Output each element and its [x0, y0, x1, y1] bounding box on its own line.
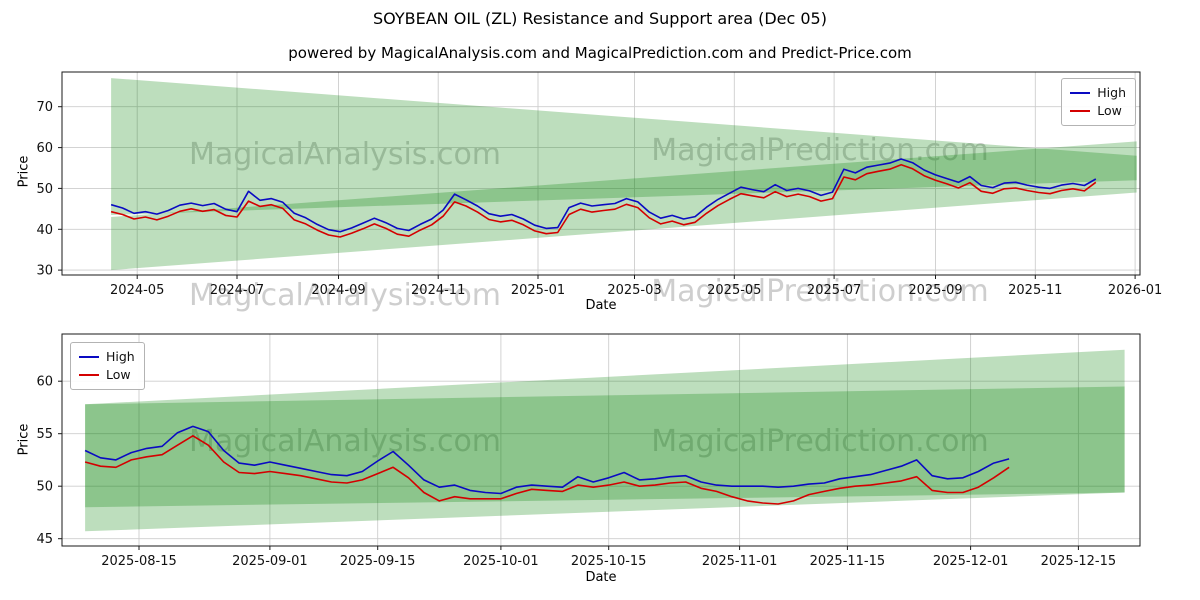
x-axis-label-main: Date	[585, 298, 617, 313]
watermark-prediction: MagicalPrediction.com	[651, 274, 989, 309]
chart-subtitle: powered by MagicalAnalysis.com and Magic…	[288, 44, 912, 62]
y-tick-label: 40	[36, 223, 53, 238]
y-tick-label: 70	[36, 100, 53, 115]
plot-border	[61, 71, 1141, 276]
x-tick-label: 2025-09	[908, 283, 962, 298]
x-tick-label: 2024-07	[210, 283, 264, 298]
band-resistance	[111, 78, 1137, 215]
series-high-line	[84, 425, 1010, 495]
low-line-swatch	[79, 374, 99, 376]
x-tick-label: 2024-05	[110, 283, 164, 298]
legend-main: High Low	[1061, 78, 1136, 126]
legend-item-high: High	[1070, 84, 1126, 102]
x-tick-label: 2025-10-15	[571, 554, 647, 569]
chart-title: SOYBEAN OIL (ZL) Resistance and Support …	[373, 9, 827, 28]
legend-item-high: High	[79, 348, 135, 366]
x-tick-label: 2025-12-01	[933, 554, 1009, 569]
x-tick-label: 2025-11-15	[810, 554, 886, 569]
series-high-line	[110, 158, 1097, 233]
legend-recent: High Low	[70, 342, 145, 390]
x-tick-label: 2025-11-01	[702, 554, 778, 569]
x-tick-label: 2024-09	[311, 283, 365, 298]
series-low-line	[110, 163, 1097, 238]
legend-item-low: Low	[1070, 102, 1126, 120]
x-tick-label: 2025-12-15	[1041, 554, 1117, 569]
y-tick-label: 60	[36, 375, 53, 390]
x-tick-label: 2025-11	[1008, 283, 1062, 298]
plot-border	[61, 333, 1141, 547]
x-tick-label: 2025-09-15	[340, 554, 416, 569]
high-line-swatch	[1070, 92, 1091, 94]
y-tick-label: 30	[36, 264, 53, 279]
x-tick-label: 2025-01	[511, 283, 565, 298]
x-tick-label: 2025-05	[707, 283, 761, 298]
legend-label-low: Low	[1097, 103, 1122, 118]
x-tick-label: 2025-03	[607, 283, 661, 298]
y-axis-label-main: Price	[16, 155, 32, 188]
price-chart-main: 30 40 50 60 70 2024-05 2024-07 2024-09 2024-11 20…	[36, 71, 1162, 298]
watermark-analysis: MagicalAnalysis.com	[189, 424, 501, 459]
y-tick-label: 55	[36, 427, 53, 442]
x-tick-label: 2025-10-01	[463, 554, 539, 569]
watermark-analysis: MagicalAnalysis.com	[189, 137, 501, 172]
legend-label-high: High	[106, 349, 135, 364]
x-tick-label: 2024-11	[411, 283, 465, 298]
price-chart-recent: 45 50 55 60 2025-08-15 2025-09-01 2025-09-15 20…	[36, 333, 1141, 569]
y-tick-label: 50	[36, 480, 53, 495]
watermark-prediction: MagicalPrediction.com	[651, 133, 989, 168]
y-tick-label: 60	[36, 141, 53, 156]
y-axis-label-recent: Price	[16, 423, 32, 456]
band-inner	[85, 386, 1125, 508]
legend-label-high: High	[1097, 85, 1126, 100]
x-tick-label: 2025-09-01	[232, 554, 308, 569]
y-tick-label: 45	[36, 532, 53, 547]
watermark-prediction: MagicalPrediction.com	[651, 424, 989, 459]
x-tick-label: 2025-07	[807, 283, 861, 298]
x-tick-label: 2026-01	[1108, 283, 1162, 298]
legend-label-low: Low	[106, 367, 131, 382]
watermark-analysis: MagicalAnalysis.com	[188, 278, 502, 313]
x-axis-label-recent: Date	[585, 570, 617, 585]
low-line-swatch	[1070, 110, 1091, 112]
legend-item-low: Low	[79, 366, 135, 384]
high-line-swatch	[79, 356, 99, 358]
series-low-line	[84, 435, 1010, 505]
x-tick-label: 2025-08-15	[101, 554, 177, 569]
y-tick-label: 50	[36, 182, 53, 197]
